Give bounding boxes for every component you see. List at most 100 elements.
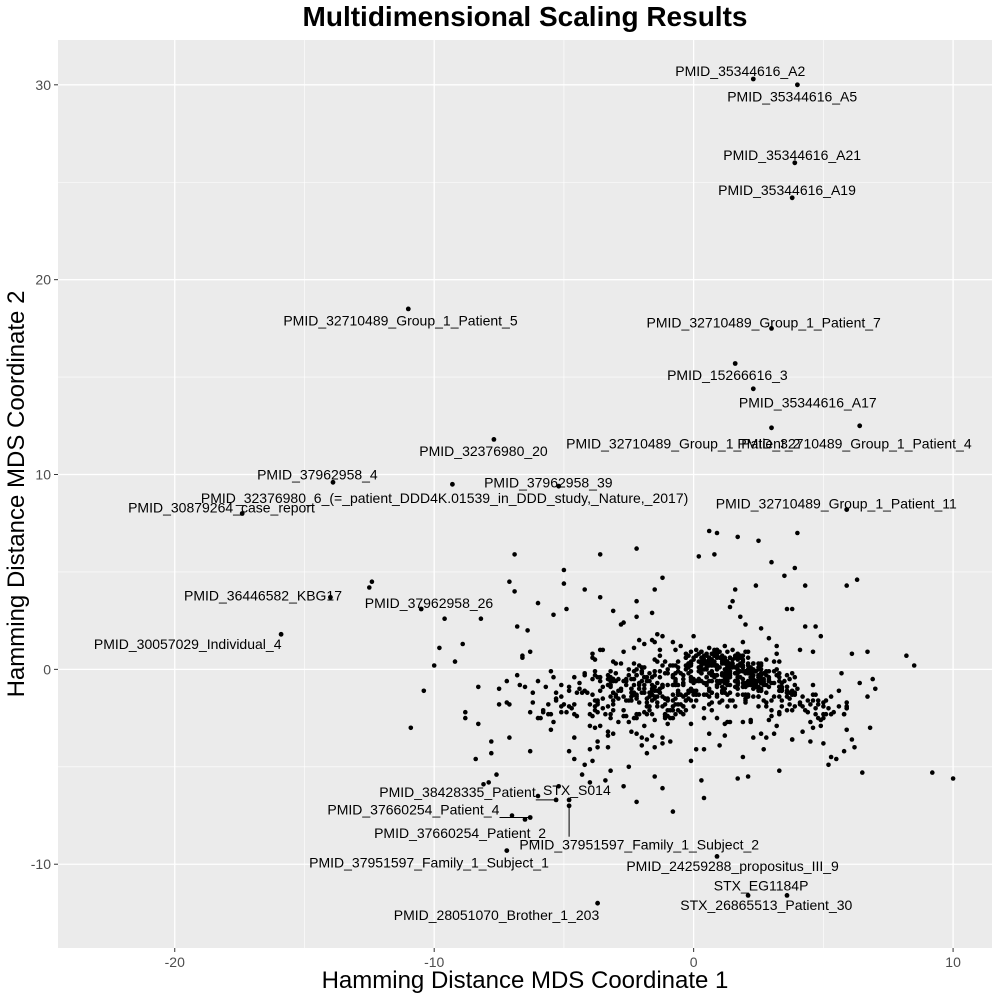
scatter-point xyxy=(756,704,761,709)
scatter-point xyxy=(699,778,704,783)
scatter-point xyxy=(813,624,818,629)
scatter-point xyxy=(647,671,652,676)
scatter-point xyxy=(621,708,626,713)
scatter-point xyxy=(771,669,777,674)
scatter-point xyxy=(732,678,738,684)
scatter-point xyxy=(696,676,702,682)
point-label: STX_EG1184P xyxy=(714,878,809,894)
point-label: PMID_32376980_20 xyxy=(419,443,548,459)
scatter-point xyxy=(652,669,657,674)
scatter-point xyxy=(634,614,639,620)
x-axis-ticks: -20 -10 0 10 xyxy=(165,948,961,970)
scatter-point xyxy=(743,684,748,690)
scatter-point xyxy=(579,772,585,777)
scatter-point xyxy=(665,696,670,701)
scatter-point xyxy=(792,674,798,680)
scatter-point xyxy=(610,690,616,695)
scatter-point xyxy=(603,778,608,783)
scatter-point xyxy=(706,702,712,707)
scatter-point xyxy=(597,678,603,684)
scatter-point xyxy=(732,671,738,676)
scatter-point xyxy=(738,655,743,660)
scatter-point xyxy=(691,704,696,709)
scatter-point xyxy=(743,692,748,697)
scatter-point xyxy=(639,678,645,684)
scatter-point xyxy=(587,723,593,729)
scatter-point xyxy=(642,690,647,695)
scatter-point xyxy=(634,546,639,551)
scatter-point xyxy=(559,709,564,715)
scatter-point xyxy=(802,583,808,588)
labeled-scatter-point xyxy=(784,893,790,898)
scatter-point xyxy=(652,774,657,779)
scatter-point xyxy=(655,704,660,709)
scatter-point xyxy=(810,698,816,703)
scatter-point xyxy=(639,665,645,670)
scatter-point xyxy=(463,709,468,715)
scatter-point xyxy=(712,674,717,680)
y-axis-title: Hamming Distance MDS Coordinate 2 xyxy=(3,291,30,698)
scatter-point xyxy=(828,754,834,760)
scatter-point xyxy=(696,665,702,670)
data-points xyxy=(239,76,956,906)
scatter-point xyxy=(696,669,702,674)
scatter-point xyxy=(527,748,533,754)
scatter-point xyxy=(844,583,849,588)
scatter-point xyxy=(743,649,748,655)
scatter-point xyxy=(673,647,678,653)
scatter-point xyxy=(841,748,847,754)
scatter-point xyxy=(769,680,774,686)
scatter-point xyxy=(605,745,611,750)
scatter-point xyxy=(610,731,616,736)
scatter-point xyxy=(600,706,606,711)
scatter-point xyxy=(592,657,598,662)
scatter-point xyxy=(621,694,626,699)
scatter-point xyxy=(753,684,759,690)
scatter-point xyxy=(486,780,492,785)
scatter-point xyxy=(559,694,564,699)
scatter-point xyxy=(631,645,637,651)
scatter-point xyxy=(704,663,709,668)
scatter-point xyxy=(597,647,603,653)
scatter-point xyxy=(494,772,499,777)
point-label: PMID_24259288_propositus_III_9 xyxy=(626,858,839,874)
scatter-point xyxy=(675,708,681,713)
point-label: PMID_37962958_4 xyxy=(257,467,378,483)
scatter-point xyxy=(670,715,676,721)
labeled-scatter-point xyxy=(450,481,455,487)
scatter-point xyxy=(621,678,626,684)
scatter-point xyxy=(852,745,857,750)
labeled-scatter-point xyxy=(491,437,497,442)
scatter-point xyxy=(719,657,725,662)
labeled-scatter-point xyxy=(714,854,720,859)
scatter-point xyxy=(735,686,740,692)
scatter-point xyxy=(509,813,515,818)
scatter-point xyxy=(600,684,606,690)
scatter-point xyxy=(590,758,595,764)
scatter-point xyxy=(530,690,536,695)
scatter-point xyxy=(701,706,707,711)
scatter-point xyxy=(714,682,720,688)
scatter-point xyxy=(797,700,803,705)
scatter-point xyxy=(566,684,572,690)
scatter-point xyxy=(437,645,442,651)
scatter-point xyxy=(582,688,587,694)
scatter-point xyxy=(813,706,818,711)
scatter-point xyxy=(660,633,665,639)
scatter-point xyxy=(751,735,756,740)
scatter-point xyxy=(590,651,595,657)
scatter-point xyxy=(774,643,779,649)
scatter-point xyxy=(660,741,665,746)
scatter-point xyxy=(699,649,704,655)
scatter-point xyxy=(784,694,790,699)
scatter-point xyxy=(657,669,663,674)
scatter-point xyxy=(797,647,803,653)
point-label: PMID_35344616_A5 xyxy=(727,89,857,105)
scatter-point xyxy=(748,719,753,725)
scatter-point xyxy=(725,649,730,655)
scatter-point xyxy=(839,671,844,676)
scatter-point xyxy=(626,672,632,678)
scatter-point xyxy=(789,671,795,676)
y-tick-label: 10 xyxy=(35,467,51,483)
